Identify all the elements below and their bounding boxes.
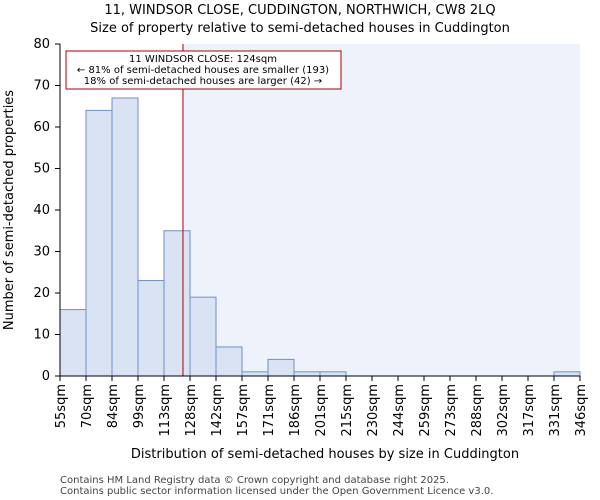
x-tick-label-215sqm: 215sqm [340,384,355,437]
x-tick-label-55sqm: 55sqm [54,384,69,428]
bars-group [59,97,581,377]
x-tick-label-317sqm: 317sqm [522,384,537,437]
bar-331sqm [553,371,581,377]
footer-line-1: Contains HM Land Registry data © Crown c… [60,475,449,486]
x-tick-label-302sqm: 302sqm [496,384,511,437]
annotation-line-3: 18% of semi-detached houses are larger (… [84,76,322,87]
x-tick-label-186sqm: 186sqm [288,384,303,437]
x-tick-label-273sqm: 273sqm [444,384,459,437]
x-tick-label-230sqm: 230sqm [366,384,381,437]
y-ticks-group: 0 10 20 30 40 50 60 70 80 [33,37,60,384]
x-tick-label-288sqm: 288sqm [470,384,485,437]
x-ticks-group: 55sqm 70sqm 84sqm 99sqm 113sqm 128sqm 142sqm 15… [54,376,589,437]
bar-186sqm [293,371,321,377]
x-tick-label-259sqm: 259sqm [418,384,433,437]
x-tick-label-142sqm: 142sqm [210,384,225,437]
x-axis-label: Distribution of semi-detached houses by … [131,447,519,462]
bar-55sqm [59,309,87,377]
x-tick-label-331sqm: 331sqm [548,384,563,437]
annotation-line-2: ← 81% of semi-detached houses are smalle… [77,65,329,76]
x-tick-label-84sqm: 84sqm [106,384,121,428]
bar-70sqm [85,109,113,377]
larger-region-highlight [182,44,581,376]
x-tick-label-157sqm: 157sqm [236,384,251,437]
bar-142sqm [215,346,243,377]
y-tick-label-10: 10 [33,328,50,343]
y-tick-label-30: 30 [33,245,50,260]
bar-128sqm [189,296,217,377]
y-tick-label-0: 0 [42,369,50,384]
y-tick-label-80: 80 [33,37,50,52]
x-tick-label-128sqm: 128sqm [184,384,199,437]
x-tick-label-346sqm: 346sqm [574,384,589,437]
y-tick-label-70: 70 [33,79,50,94]
annotation-box: 11 WINDSOR CLOSE: 124sqm ← 81% of semi-d… [65,50,342,90]
annotation-frame [65,50,342,90]
bar-99sqm [137,280,165,377]
y-tick-label-50: 50 [33,162,50,177]
x-tick-label-201sqm: 201sqm [314,384,329,437]
x-tick-label-171sqm: 171sqm [262,384,277,437]
bar-171sqm [267,358,295,377]
bar-201sqm [319,371,347,377]
y-tick-label-60: 60 [33,120,50,135]
x-tick-label-70sqm: 70sqm [80,384,95,428]
bar-84sqm [111,97,139,377]
x-tick-label-99sqm: 99sqm [132,384,147,428]
x-tick-label-113sqm: 113sqm [158,384,173,437]
footer-line-2: Contains public sector information licen… [60,486,493,497]
bar-113sqm [163,230,191,377]
annotation-line-1: 11 WINDSOR CLOSE: 124sqm [129,54,277,65]
y-tick-label-40: 40 [33,203,50,218]
chart-subtitle: Size of property relative to semi-detach… [90,21,510,36]
chart-title: 11, WINDSOR CLOSE, CUDDINGTON, NORTHWICH… [104,3,495,18]
bar-157sqm [241,371,269,377]
y-tick-label-20: 20 [33,286,50,301]
x-tick-label-244sqm: 244sqm [392,384,407,437]
y-axis-label: Number of semi-detached properties [2,90,17,330]
